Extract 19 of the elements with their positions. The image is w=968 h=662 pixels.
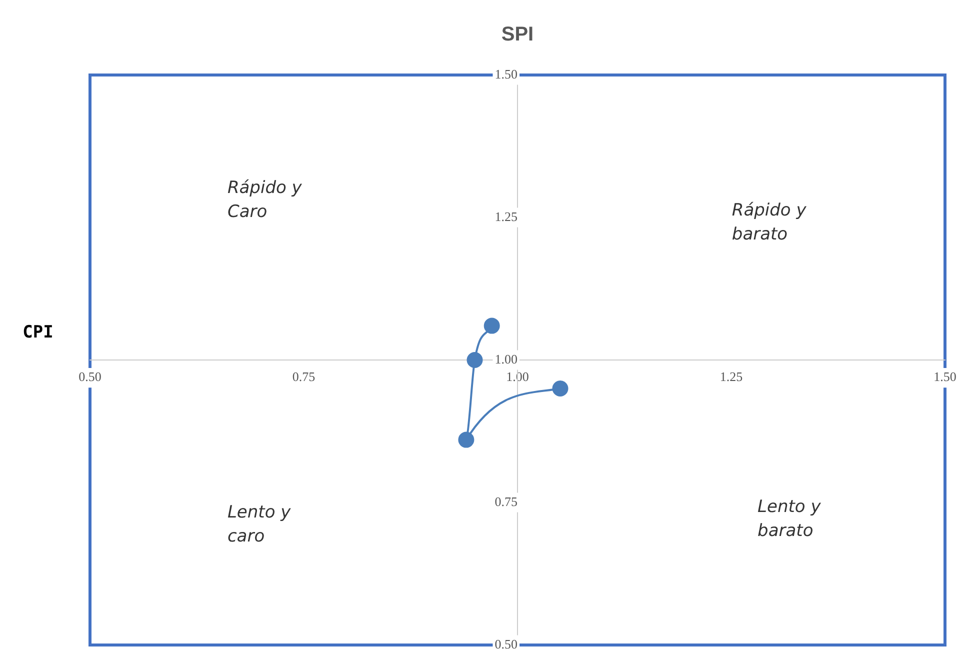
- y-tick-label: 1.25: [494, 208, 518, 224]
- chart-title: SPI: [501, 24, 534, 46]
- annotation: Lento y caro: [227, 502, 292, 547]
- annotation: Rápido y Caro: [227, 178, 303, 222]
- y-tick-label: 1.50: [494, 66, 518, 82]
- annotation: Lento y barato: [758, 497, 822, 542]
- point: [484, 318, 500, 334]
- y-tick-label: 1.00: [494, 351, 518, 366]
- y-tick-label: 0.75: [494, 494, 518, 509]
- point: [552, 380, 568, 396]
- x-tick-label: 0.50: [78, 369, 102, 384]
- point: [458, 432, 474, 448]
- x-tick-label: 1.25: [720, 369, 743, 384]
- annotation: Rápido y barato: [732, 200, 808, 245]
- point: [466, 352, 483, 368]
- x-tick-label: 1.50: [934, 369, 956, 384]
- y-axis-title: CPI: [22, 322, 54, 342]
- y-tick-label: 0.50: [494, 636, 518, 652]
- x-tick-label: 0.75: [292, 369, 316, 384]
